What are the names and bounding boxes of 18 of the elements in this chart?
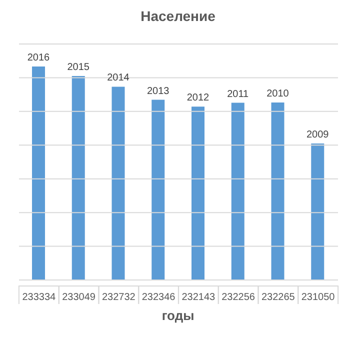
chart-title: Население: [140, 8, 216, 24]
data-label: 232143: [182, 292, 216, 303]
x-tick-label: 2015: [67, 62, 90, 74]
data-label: 231050: [301, 292, 336, 303]
x-tick-label: 2016: [27, 52, 50, 64]
x-tick-label: 2009: [306, 129, 330, 140]
x-tick-label: 2014: [107, 72, 130, 84]
data-label: 232265: [262, 292, 296, 303]
data-label: 232346: [142, 292, 176, 303]
data-label: 232732: [102, 292, 136, 303]
data-label: 233334: [22, 292, 56, 303]
data-label: 232256: [222, 292, 256, 303]
x-tick-label: 2010: [266, 88, 290, 100]
x-tick-label: 2011: [227, 88, 250, 100]
x-tick-label: 2013: [147, 86, 170, 97]
x-axis-title: годы: [160, 308, 196, 323]
x-tick-label: 2012: [186, 92, 210, 104]
data-label: 233049: [62, 292, 96, 303]
